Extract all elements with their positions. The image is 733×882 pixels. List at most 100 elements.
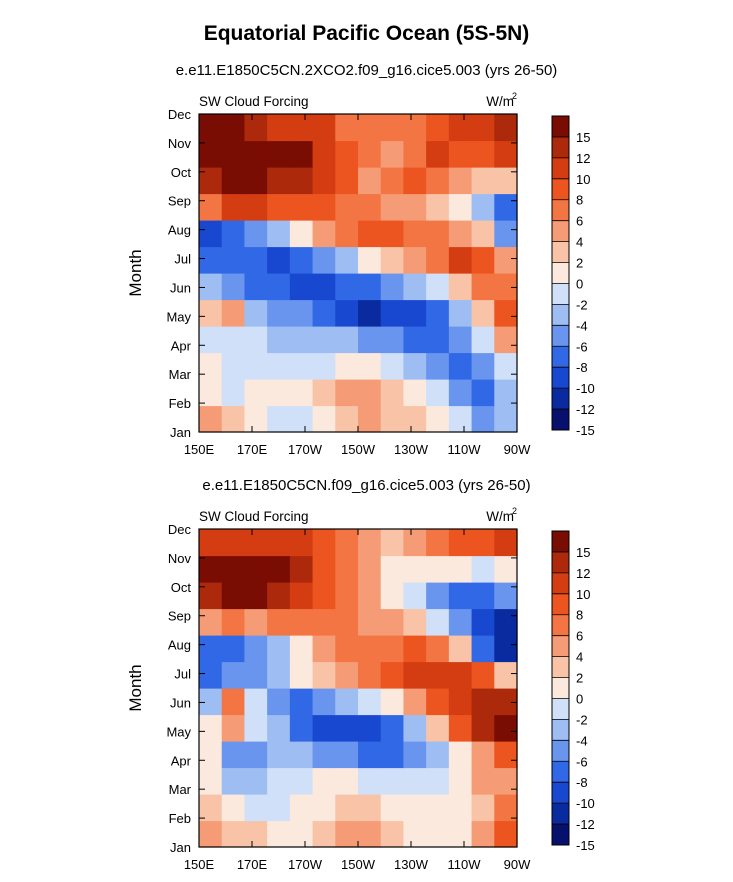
heatmap-cell xyxy=(221,193,246,221)
heatmap-cell xyxy=(403,379,427,407)
heatmap-cell xyxy=(267,352,291,380)
heatmap-cell xyxy=(267,741,291,769)
x-tick-label: 170W xyxy=(288,442,323,457)
colorbar-swatch xyxy=(552,262,569,284)
heatmap-cell xyxy=(312,608,336,636)
heatmap-cell xyxy=(403,352,427,380)
heatmap-cell xyxy=(471,582,495,610)
heatmap-cell xyxy=(448,352,473,380)
heatmap-cell xyxy=(426,379,450,407)
heatmap-cell xyxy=(448,661,473,689)
heatmap-cell xyxy=(221,635,246,663)
heatmap-cell xyxy=(358,114,382,142)
heatmap-cell xyxy=(244,741,268,769)
heatmap-cell xyxy=(244,555,268,583)
heatmap-cell xyxy=(358,741,382,769)
colorbar-label: -6 xyxy=(576,339,588,354)
heatmap-cell xyxy=(358,140,382,168)
heatmap-cell xyxy=(403,820,427,848)
heatmap-cell xyxy=(335,167,359,195)
heatmap-cell xyxy=(312,246,336,274)
x-tick-label: 150W xyxy=(341,857,376,872)
colorbar-label: -12 xyxy=(576,817,595,832)
variable-label: SW Cloud Forcing xyxy=(199,509,309,524)
heatmap-cell xyxy=(267,661,291,689)
heatmap-cell xyxy=(358,635,382,663)
heatmap-cell xyxy=(289,635,314,663)
heatmap-cell xyxy=(494,352,518,380)
heatmap-cell xyxy=(199,273,223,301)
colorbar-swatch xyxy=(552,346,569,368)
heatmap-cell xyxy=(426,529,450,557)
colorbar-swatch xyxy=(552,782,569,804)
heatmap-cell xyxy=(289,220,314,248)
heatmap-cell xyxy=(221,582,246,610)
heatmap-cell xyxy=(471,688,495,716)
heatmap-cell xyxy=(199,299,223,327)
heatmap-cell xyxy=(267,794,291,822)
heatmap-cell xyxy=(199,688,223,716)
heatmap-cell xyxy=(448,529,473,557)
heatmap-cell xyxy=(244,193,268,221)
y-tick-label: Aug xyxy=(168,638,191,653)
heatmap-cell xyxy=(358,299,382,327)
colorbar-label: -6 xyxy=(576,754,588,769)
heatmap-cell xyxy=(426,299,450,327)
heatmap-cell xyxy=(426,714,450,742)
heatmap-cell xyxy=(221,405,246,433)
colorbar-label: -10 xyxy=(576,796,595,811)
heatmap-cell xyxy=(426,246,450,274)
heatmap-cell xyxy=(199,529,223,557)
heatmap-cell xyxy=(221,688,246,716)
heatmap-cell xyxy=(494,714,518,742)
heatmap-cell xyxy=(380,529,405,557)
variable-label: SW Cloud Forcing xyxy=(199,94,309,109)
colorbar-label: 6 xyxy=(576,214,583,229)
heatmap-cell xyxy=(244,608,268,636)
heatmap-cell xyxy=(494,820,518,848)
heatmap-cell xyxy=(448,741,473,769)
colorbar: 15 12 10 8 6 4 2 0 -2 -4 -6 -8 -10 -12 -15 xyxy=(551,115,595,438)
heatmap-cell xyxy=(199,352,223,380)
y-tick-label: Feb xyxy=(169,811,191,826)
heatmap-cell xyxy=(221,794,246,822)
heatmap-cell xyxy=(312,767,336,795)
heatmap-cell xyxy=(312,794,336,822)
heatmap-cell xyxy=(312,405,336,433)
heatmap-cell xyxy=(380,714,405,742)
heatmap-cell xyxy=(358,193,382,221)
colorbar-label: -15 xyxy=(576,423,595,438)
heatmap-cell xyxy=(403,326,427,354)
heatmap-cell xyxy=(267,299,291,327)
heatmap-cell xyxy=(380,608,405,636)
heatmap-cell xyxy=(312,661,336,689)
heatmap-cell xyxy=(335,767,359,795)
page-title: Equatorial Pacific Ocean (5S-5N) xyxy=(203,22,530,45)
heatmap-cell xyxy=(448,608,473,636)
colorbar-label: 4 xyxy=(576,650,583,665)
heatmap-cell xyxy=(221,767,246,795)
heatmap-cell xyxy=(494,741,518,769)
y-tick-label: Apr xyxy=(171,338,192,353)
heatmap-cell xyxy=(289,114,314,142)
heatmap-cell xyxy=(494,582,518,610)
heatmap-cell xyxy=(335,405,359,433)
colorbar-label: 15 xyxy=(576,130,590,145)
colorbar-swatch xyxy=(552,656,569,678)
x-tick-label: 90W xyxy=(504,442,531,457)
heatmap-cell xyxy=(403,405,427,433)
heatmap-cell xyxy=(471,273,495,301)
x-tick-label: 90W xyxy=(504,857,531,872)
heatmap-cell xyxy=(335,661,359,689)
colorbar-label: 4 xyxy=(576,235,583,250)
heatmap-cell xyxy=(244,114,268,142)
heatmap-cell xyxy=(471,767,495,795)
colorbar-swatch xyxy=(552,572,569,595)
heatmap-cell xyxy=(244,688,268,716)
y-tick-label: Apr xyxy=(171,753,192,768)
colorbar-swatch xyxy=(552,551,569,574)
heatmap-cell xyxy=(403,246,427,274)
y-tick-label: Jan xyxy=(170,840,191,855)
heatmap-cell xyxy=(403,299,427,327)
heatmap-cell xyxy=(403,661,427,689)
